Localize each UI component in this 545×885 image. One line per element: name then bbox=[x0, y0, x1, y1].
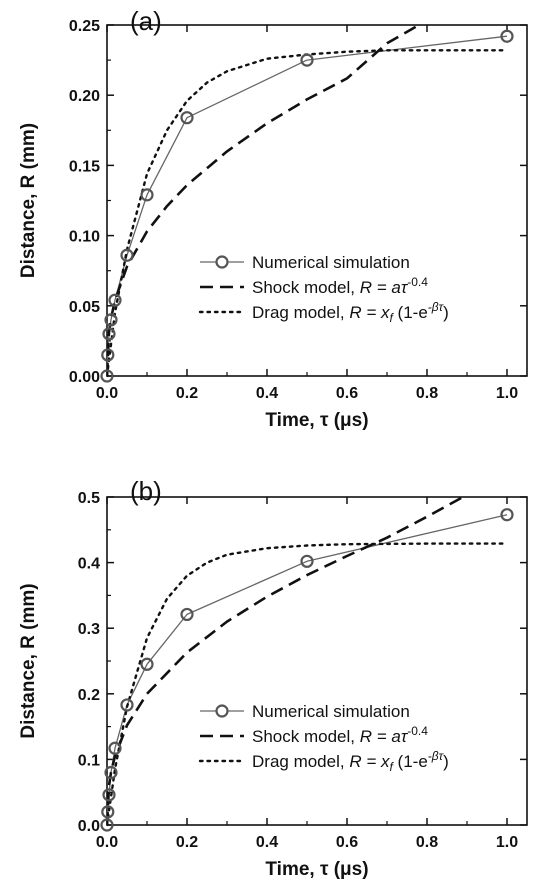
data-point bbox=[102, 788, 116, 802]
panel-label: (a) bbox=[130, 6, 162, 36]
x-tick-label: 0.8 bbox=[416, 834, 438, 851]
legend-label: Drag model, R = xf (1-e-βτ) bbox=[252, 749, 449, 774]
legend: Numerical simulation Shock model, R = aτ-… bbox=[198, 702, 449, 774]
data-point bbox=[108, 741, 122, 755]
data-point bbox=[120, 248, 134, 262]
y-tick-label: 0.5 bbox=[78, 490, 100, 507]
series-line-dotted bbox=[107, 542, 509, 827]
x-tick-label: 1.0 bbox=[496, 834, 518, 851]
y-tick-label: 0.10 bbox=[69, 229, 100, 246]
series-line-dotted bbox=[107, 49, 509, 378]
x-tick-label: 0.8 bbox=[416, 385, 438, 402]
y-tick-label: 0.3 bbox=[78, 621, 100, 638]
y-axis-title: Distance, R (mm) bbox=[18, 123, 39, 278]
data-point bbox=[100, 369, 114, 383]
legend-marker bbox=[215, 255, 229, 269]
data-point bbox=[104, 313, 118, 327]
data-point bbox=[300, 53, 314, 67]
plot-frame bbox=[106, 24, 528, 377]
y-tick-label: 0.0 bbox=[78, 818, 100, 835]
data-point bbox=[101, 348, 115, 362]
data-point bbox=[180, 111, 194, 125]
legend: Numerical simulation Shock model, R = aτ-… bbox=[198, 253, 449, 325]
y-axis-title: Distance, R (mm) bbox=[18, 583, 39, 738]
legend-label: Shock model, R = aτ-0.4 bbox=[252, 275, 428, 297]
data-point bbox=[180, 607, 194, 622]
x-axis-title: Time, τ (μs) bbox=[265, 859, 368, 880]
data-point bbox=[140, 657, 154, 671]
x-axis-title: Time, τ (μs) bbox=[265, 410, 368, 431]
legend-marker bbox=[215, 704, 229, 718]
data-point bbox=[500, 29, 514, 43]
legend-label: Drag model, R = xf (1-e-βτ) bbox=[252, 300, 449, 325]
y-tick-label: 0.2 bbox=[78, 687, 100, 704]
x-tick-label: 0.6 bbox=[336, 385, 358, 402]
chart-panel-b: (b) 0.0 0.2 0.4 0.6 0.8 1.0 0.0 0.1 0.2 0.3 0.4 0.5 T… bbox=[18, 476, 528, 880]
legend-label: Shock model, R = aτ-0.4 bbox=[252, 724, 428, 746]
x-tick-label: 0.2 bbox=[176, 834, 198, 851]
panel-label: (b) bbox=[130, 476, 162, 506]
x-tick-label: 1.0 bbox=[496, 385, 518, 402]
data-point bbox=[108, 293, 122, 307]
y-tick-label: 0.00 bbox=[69, 369, 100, 386]
data-point bbox=[100, 818, 114, 832]
y-tick-label: 0.1 bbox=[78, 752, 100, 769]
data-point bbox=[300, 554, 314, 568]
data-point bbox=[120, 698, 134, 712]
data-point bbox=[102, 327, 116, 341]
y-tick-label: 0.20 bbox=[69, 88, 100, 105]
data-point bbox=[140, 188, 154, 202]
chart-panel-a: (a) 0.0 0.2 0.4 0.6 0.8 1.0 0.00 0.05 0.10 0.15 0.2… bbox=[18, 6, 528, 431]
x-tick-label: 0.6 bbox=[336, 834, 358, 851]
x-tick-label: 0.4 bbox=[256, 385, 278, 402]
x-tick-label: 0.0 bbox=[96, 834, 118, 851]
plot-area bbox=[107, 23, 509, 378]
y-tick-label: 0.05 bbox=[69, 299, 100, 316]
data-point bbox=[500, 508, 514, 522]
data-point bbox=[104, 765, 118, 780]
plot-area bbox=[107, 495, 509, 827]
y-tick-label: 0.4 bbox=[78, 556, 100, 573]
data-point bbox=[101, 805, 115, 819]
y-tick-label: 0.25 bbox=[69, 18, 100, 35]
plot-frame bbox=[106, 496, 528, 826]
series-line-dashed bbox=[107, 23, 420, 377]
series-line-dashed bbox=[107, 495, 464, 826]
x-tick-label: 0.0 bbox=[96, 385, 118, 402]
x-tick-label: 0.4 bbox=[256, 834, 278, 851]
y-tick-label: 0.15 bbox=[69, 158, 100, 175]
x-tick-label: 0.2 bbox=[176, 385, 198, 402]
legend-label: Numerical simulation bbox=[252, 253, 410, 272]
legend-label: Numerical simulation bbox=[252, 702, 410, 721]
series-line-solid-circles bbox=[107, 514, 508, 826]
